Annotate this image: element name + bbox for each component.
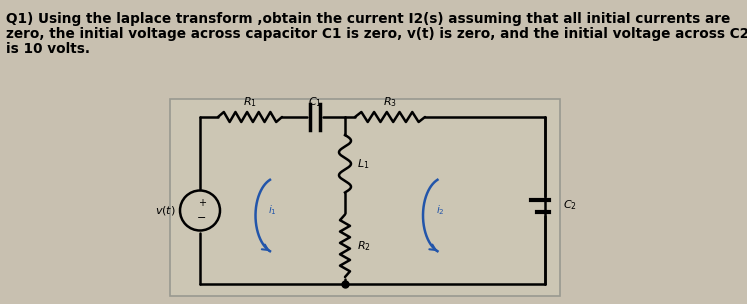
Text: is 10 volts.: is 10 volts.	[6, 42, 90, 56]
Text: $R_3$: $R_3$	[383, 95, 397, 109]
Text: $v(t)$: $v(t)$	[155, 204, 176, 217]
Text: $C_1$: $C_1$	[308, 95, 322, 109]
Text: $R_2$: $R_2$	[357, 239, 371, 253]
Text: Q1) Using the laplace transform ,obtain the current I2(s) assuming that all init: Q1) Using the laplace transform ,obtain …	[6, 12, 731, 26]
Text: −: −	[197, 213, 207, 223]
Text: zero, the initial voltage across capacitor C1 is zero, v(t) is zero, and the ini: zero, the initial voltage across capacit…	[6, 27, 747, 41]
Bar	[170, 99, 560, 296]
Text: +: +	[198, 198, 206, 208]
Text: $i_1$: $i_1$	[268, 204, 277, 217]
Text: $L_1$: $L_1$	[357, 157, 370, 171]
Text: $i_2$: $i_2$	[436, 204, 444, 217]
Text: $C_2$: $C_2$	[563, 199, 577, 212]
Text: $R_1$: $R_1$	[243, 95, 257, 109]
